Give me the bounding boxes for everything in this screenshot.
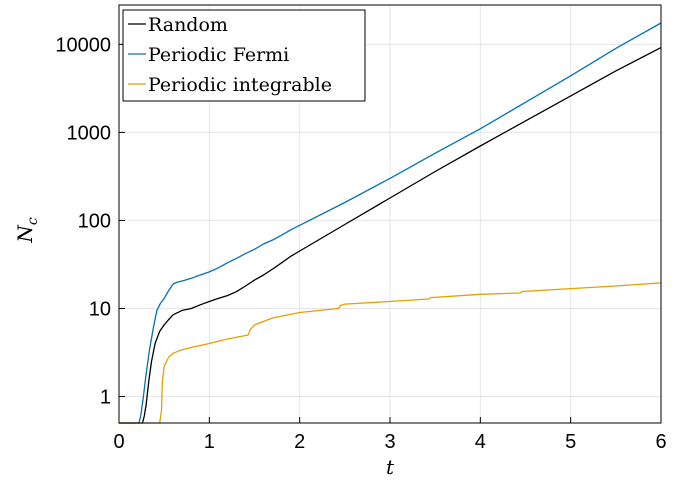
y-axis-label-subscript: c: [25, 217, 41, 225]
axis-ticks: 0 1 2 3 4 5 6 1 10 100 1000 10000: [55, 34, 666, 453]
x-tick-label: 6: [655, 431, 666, 453]
x-axis-label: t: [386, 455, 395, 479]
x-tick-label: 4: [475, 431, 486, 453]
y-axis-label: Nc: [13, 217, 41, 244]
series-line-random: [119, 47, 662, 424]
y-tick-label: 100: [78, 210, 111, 232]
y-tick-label: 1000: [67, 122, 112, 144]
x-tick-label: 5: [565, 431, 576, 453]
legend-entry-label: Periodic integrable: [148, 74, 332, 96]
x-tick-label: 3: [384, 431, 395, 453]
y-tick-label: 1: [100, 386, 111, 408]
y-tick-label: 10000: [55, 34, 111, 56]
y-tick-label: 10: [89, 298, 111, 320]
series-line-periodic-integrable: [119, 282, 662, 424]
x-tick-label: 1: [204, 431, 215, 453]
legend-entry-label: Periodic Fermi: [148, 44, 289, 66]
x-tick-label: 2: [294, 431, 305, 453]
legend: Random Periodic Fermi Periodic integrable: [122, 9, 366, 102]
x-tick-label: 0: [113, 431, 124, 453]
series-line-periodic-fermi: [119, 22, 662, 424]
legend-box: [122, 9, 366, 102]
y-axis-label-main: N: [13, 224, 37, 244]
legend-entry-label: Random: [148, 14, 228, 36]
series-lines: [119, 22, 662, 424]
